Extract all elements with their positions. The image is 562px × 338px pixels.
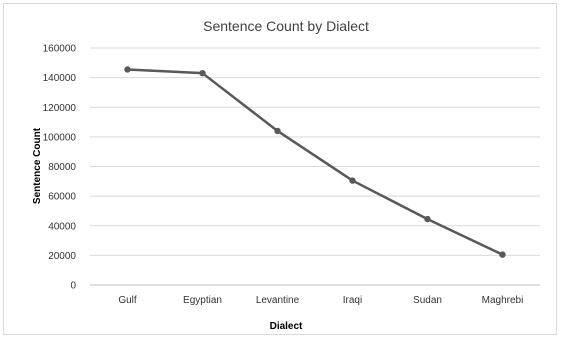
y-tick-label: 0: [70, 281, 76, 292]
x-tick-labels: Gulf Egyptian Levantine Iraqi Sudan Maghrebi: [118, 295, 523, 306]
chart-frame: [3, 3, 557, 335]
x-tick-label: Sudan: [413, 295, 442, 306]
data-point: [424, 215, 431, 223]
data-point: [274, 127, 281, 135]
x-tick-label: Egyptian: [183, 295, 222, 306]
data-point: [124, 66, 131, 73]
x-tick-label: Levantine: [256, 295, 300, 306]
x-axis-title: Dialect: [270, 321, 303, 332]
grid-lines: [90, 47, 540, 286]
y-tick-labels: 0 20000 40000 60000 80000 100000 120000 140000 1…: [43, 44, 77, 292]
y-tick-label: 140000: [43, 73, 77, 84]
y-tick-label: 60000: [48, 192, 76, 203]
x-tick-label: Maghrebi: [482, 295, 524, 306]
y-axis-title: Sentence Count: [32, 127, 43, 204]
data-point: [349, 177, 356, 184]
data-point: [499, 251, 506, 258]
y-tick-label: 120000: [43, 103, 77, 114]
x-tick-label: Iraqi: [343, 295, 362, 306]
y-tick-label: 160000: [43, 44, 77, 55]
y-tick-label: 100000: [43, 132, 77, 143]
y-tick-label: 20000: [48, 251, 76, 262]
y-tick-label: 80000: [48, 162, 76, 173]
data-point: [199, 69, 206, 77]
chart-title: Sentence Count by Dialect: [203, 18, 369, 34]
series-group: [124, 66, 506, 258]
y-tick-label: 40000: [48, 221, 76, 232]
series-line: [127, 68, 504, 256]
x-tick-label: Gulf: [118, 295, 137, 306]
